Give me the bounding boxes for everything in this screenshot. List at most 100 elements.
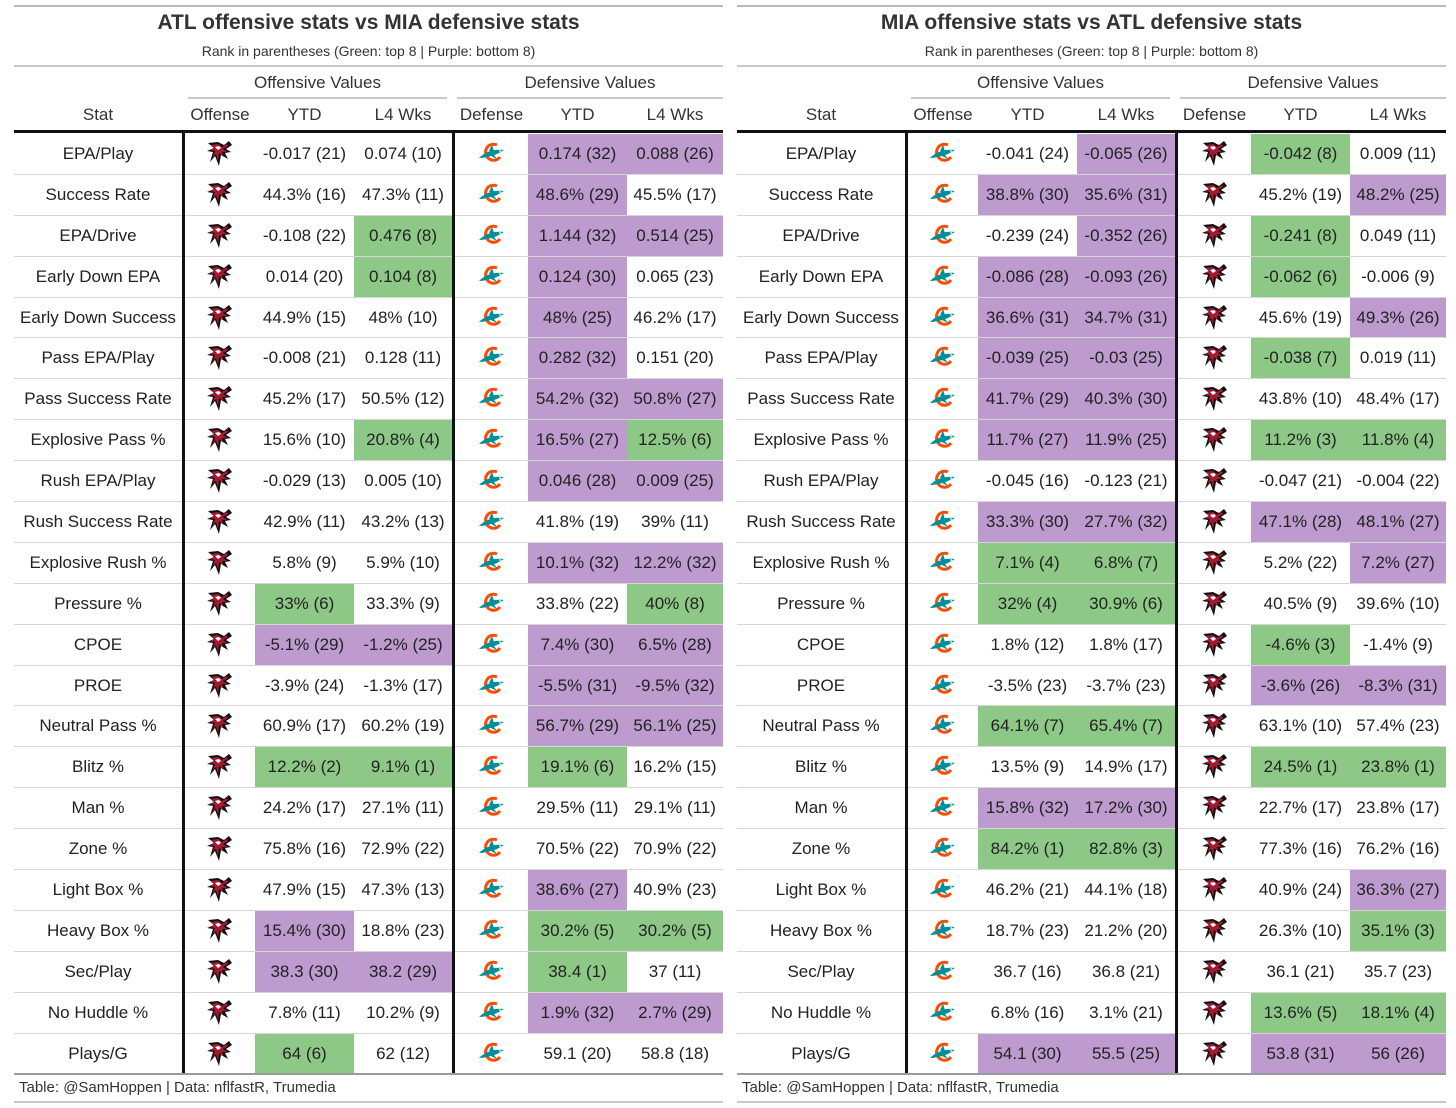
defense-team-logo [1178,461,1251,501]
stat-label: Neutral Pass % [762,716,880,736]
offense-l4-value: 34.7% (31) [1077,297,1175,338]
offense-l4-value: -3.7% (23) [1086,675,1166,695]
offense-team-logo [185,829,255,869]
stat-divider [182,133,185,1073]
falcons-logo-icon [205,794,235,822]
dolphins-logo-icon [928,672,958,700]
offense-team-logo [908,298,978,338]
col-header-stat: Stat [82,105,114,124]
stat-label: Sec/Play [787,961,855,981]
table-row: Neutral Pass % 64.1% (7) 65.4% (7) 63.1% (1… [737,706,1446,748]
falcons-logo-icon [1200,181,1230,209]
dolphins-logo-icon [928,917,958,945]
defense-ytd-value: 5.2% (22) [1263,552,1338,572]
offensive-span-rule [188,97,447,99]
stat-label: Explosive Pass % [30,430,166,450]
dolphins-logo-icon [477,263,507,291]
defense-ytd-value: 11.2% (3) [1251,420,1350,461]
offense-ytd-value: 47.9% (15) [262,879,347,899]
col-header-defense: Defense [459,105,524,124]
falcons-logo-icon [205,304,235,332]
stat-label: Pass EPA/Play [41,348,155,368]
table-row: Pass EPA/Play -0.039 (25) -0.03 (25) -0.038… [737,338,1446,380]
table-panel-atl-offense: ATL offensive stats vs MIA defensive sta… [14,0,723,1108]
dolphins-logo-icon [477,304,507,332]
offense-ytd-value: 33% (6) [255,583,354,624]
defense-ytd-value: 24.5% (1) [1251,747,1350,788]
offense-l4-value: 43.2% (13) [361,511,445,531]
offense-l4-value: 17.2% (30) [1077,788,1175,829]
defense-team-logo [1178,870,1251,910]
defense-ytd-value: 0.282 (32) [528,338,627,379]
table-row: Explosive Rush % 5.8% (9) 5.9% (10) 10.1% (… [14,542,723,584]
defense-l4-value: 0.088 (26) [627,134,723,174]
offense-team-logo [908,747,978,787]
table-row: EPA/Play -0.017 (21) 0.074 (10) 0.174 (32) 0… [14,134,723,175]
offense-l4-value: 47.3% (13) [361,879,445,899]
offense-l4-value: 0.104 (8) [354,256,452,297]
defense-l4-value: 23.8% (1) [1350,747,1446,788]
defense-ytd-value: 41.8% (19) [535,511,620,531]
table-row: Success Rate 44.3% (16) 47.3% (11) 48.6% (2… [14,174,723,216]
defense-l4-value: 37 (11) [648,961,702,981]
col-header-def-l4: L4 Wks [646,105,704,124]
defense-team-logo [1178,298,1251,338]
defense-l4-value: 11.8% (4) [1350,420,1446,461]
falcons-logo-icon [205,222,235,250]
offense-l4-value: -0.03 (25) [1077,338,1175,379]
defense-ytd-value: -3.6% (26) [1251,665,1350,706]
table-row: Pass EPA/Play -0.008 (21) 0.128 (11) 0.282 … [14,338,723,380]
table-row: Early Down Success 36.6% (31) 34.7% (31) 45… [737,297,1446,339]
offense-team-logo [185,666,255,706]
col-header-offense: Offense [913,105,973,124]
offense-ytd-value: -0.086 (28) [978,256,1077,297]
defense-team-logo [455,829,528,869]
offense-l4-value: -0.123 (21) [1084,471,1168,491]
defense-ytd-value: 13.6% (5) [1251,992,1350,1033]
offense-team-logo [908,952,978,992]
stat-label: Rush EPA/Play [40,471,156,491]
offense-l4-value: 0.476 (8) [354,215,452,256]
dolphins-logo-icon [477,1040,507,1068]
stat-label: Neutral Pass % [39,716,157,736]
table-row: Success Rate 38.8% (30) 35.6% (31) 45.2% (1… [737,174,1446,216]
defense-ytd-value: -0.038 (7) [1251,338,1350,379]
table-row: EPA/Play -0.041 (24) -0.065 (26) -0.042 (8)… [737,134,1446,175]
falcons-logo-icon [1200,794,1230,822]
defense-ytd-value: -0.047 (21) [1258,471,1343,491]
offense-team-logo [185,584,255,624]
defense-team-logo [455,1034,528,1074]
defense-l4-value: -9.5% (32) [627,665,723,706]
table-row: Pass Success Rate 45.2% (17) 50.5% (12) 54.… [14,379,723,421]
dolphins-logo-icon [928,712,958,740]
defense-ytd-value: -5.5% (31) [528,665,627,706]
stat-label: Rush Success Rate [23,511,173,531]
stat-label: Heavy Box % [769,920,873,940]
offense-l4-value: 27.7% (32) [1077,502,1175,542]
defense-l4-value: -0.006 (9) [1361,266,1435,286]
stat-label: No Huddle % [770,1002,872,1022]
offense-ytd-value: 64 (6) [255,1033,354,1074]
falcons-logo-icon [205,917,235,945]
col-header-offense: Offense [190,105,250,124]
defensive-values-label: Defensive Values [1247,73,1379,92]
offense-team-logo [908,625,978,665]
offense-ytd-value: -0.008 (21) [262,348,347,368]
dolphins-logo-icon [477,631,507,659]
offense-l4-value: 21.2% (20) [1084,920,1168,940]
defense-ytd-value: 30.2% (5) [528,910,627,951]
dolphins-logo-icon [928,140,958,168]
falcons-logo-icon [205,999,235,1027]
offense-team-logo [185,706,255,746]
defense-team-logo [455,952,528,992]
defense-team-logo [1178,666,1251,706]
table-row: Explosive Rush % 7.1% (4) 6.8% (7) 5.2% (22… [737,542,1446,584]
defense-team-logo [455,870,528,910]
footer-rule [737,1073,1446,1075]
defense-ytd-value: 63.1% (10) [1258,716,1343,736]
dolphins-logo-icon [928,467,958,495]
offense-team-logo [908,461,978,501]
offense-l4-value: 0.128 (11) [364,348,442,368]
defense-ytd-value: 26.3% (10) [1258,920,1343,940]
stat-label: Blitz % [72,757,124,777]
